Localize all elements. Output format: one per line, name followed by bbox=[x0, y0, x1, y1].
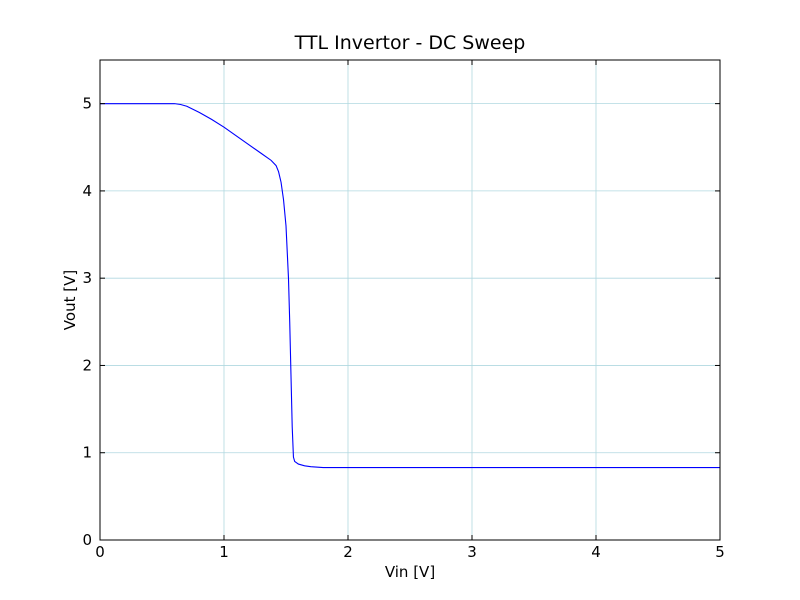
x-tick-label: 5 bbox=[715, 543, 725, 561]
y-tick-label: 2 bbox=[82, 356, 92, 374]
grid bbox=[100, 60, 720, 540]
x-tick-label: 3 bbox=[467, 543, 477, 561]
x-axis-label: Vin [V] bbox=[385, 563, 435, 581]
series-line bbox=[100, 103, 720, 469]
y-axis-label: Vout [V] bbox=[61, 270, 79, 330]
y-tick-label: 0 bbox=[82, 531, 92, 549]
x-tick-label: 4 bbox=[591, 543, 601, 561]
y-tick-label: 1 bbox=[82, 444, 92, 462]
x-tick-label: 0 bbox=[95, 543, 105, 561]
x-tick-label: 1 bbox=[219, 543, 229, 561]
ticks: 0 1 2 3 4 5 0 1 2 3 4 5 bbox=[82, 60, 725, 561]
chart-title: TTL Invertor - DC Sweep bbox=[294, 32, 526, 54]
x-tick-label: 2 bbox=[343, 543, 353, 561]
y-tick-label: 5 bbox=[82, 95, 92, 113]
series-layer bbox=[100, 103, 720, 469]
y-tick-label: 3 bbox=[82, 269, 92, 287]
y-tick-label: 4 bbox=[82, 182, 92, 200]
plot-frame bbox=[99, 59, 721, 541]
